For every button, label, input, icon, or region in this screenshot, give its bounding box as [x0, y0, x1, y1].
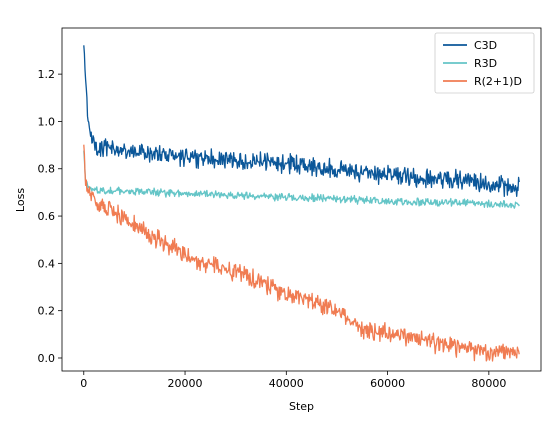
x-tick-label: 60000	[370, 377, 405, 390]
x-axis-label: Step	[289, 400, 314, 413]
y-tick-label: 1.2	[38, 68, 56, 81]
y-tick-label: 1.0	[38, 115, 56, 128]
x-tick-label: 40000	[269, 377, 304, 390]
series-lines	[83, 45, 520, 362]
legend-label-r21d: R(2+1)D	[474, 75, 522, 88]
y-tick-label: 0.8	[38, 163, 56, 176]
series-line-r3d	[83, 150, 520, 209]
y-tick-label: 0.4	[38, 257, 56, 270]
legend-label-r3d: R3D	[474, 57, 497, 70]
series-line-r21d	[83, 144, 520, 362]
legend-box	[434, 32, 535, 94]
axis-ticks: 0 20000 40000 60000 80000 0.0 0.2 0.4 0.6 0.8 1.0 1…	[38, 68, 507, 390]
plot-frame	[61, 27, 542, 372]
legend-label-c3d: C3D	[474, 39, 497, 52]
y-tick-label: 0.0	[38, 352, 56, 365]
x-tick-label: 80000	[471, 377, 506, 390]
series-line-c3d	[83, 45, 520, 197]
legend: C3D R3D R(2+1)D	[434, 32, 535, 94]
y-tick-label: 0.2	[38, 305, 56, 318]
x-tick-label: 20000	[168, 377, 203, 390]
x-tick-label: 0	[80, 377, 87, 390]
y-axis-label: Loss	[14, 188, 27, 212]
y-tick-label: 0.6	[38, 210, 56, 223]
